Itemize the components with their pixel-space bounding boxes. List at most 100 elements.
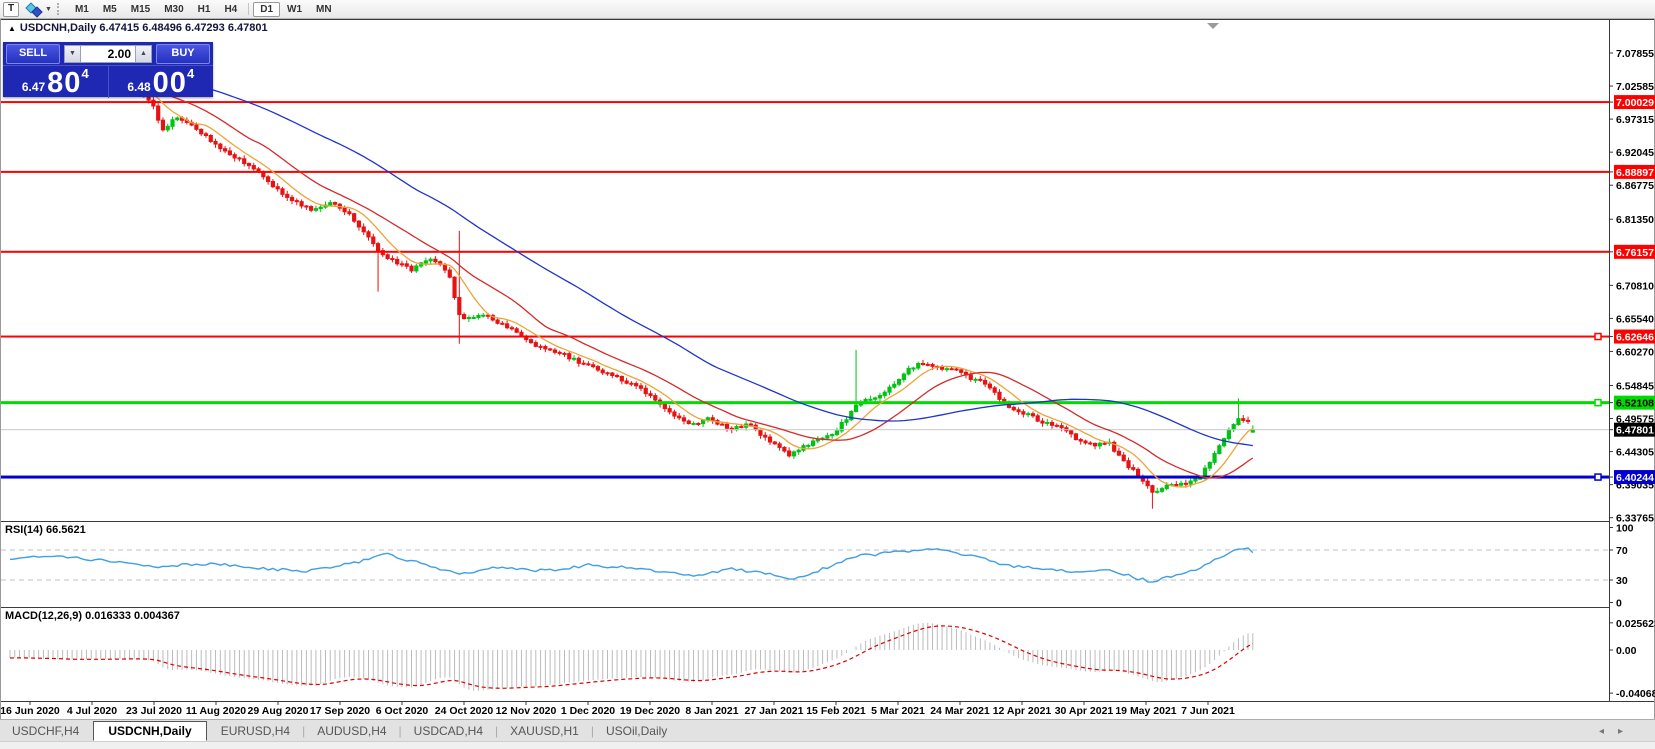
svg-text:12 Nov 2020: 12 Nov 2020 xyxy=(496,705,557,717)
timeframe-button-m15[interactable]: M15 xyxy=(130,3,151,15)
sell-price-sup: 4 xyxy=(81,66,89,81)
svg-text:6.76157: 6.76157 xyxy=(1616,247,1654,259)
tab-usdcad-h4[interactable]: USDCAD,H4 xyxy=(413,724,484,738)
svg-text:15 Feb 2021: 15 Feb 2021 xyxy=(806,705,866,717)
tab-separator: | xyxy=(495,724,499,738)
svg-text:6 Oct 2020: 6 Oct 2020 xyxy=(376,705,429,717)
timeframe-button-d1[interactable]: D1 xyxy=(253,1,281,17)
chart-title: ▲ USDCNH,Daily 6.47415 6.48496 6.47293 6.… xyxy=(8,22,268,34)
svg-text:23 Jul 2020: 23 Jul 2020 xyxy=(126,705,182,717)
svg-text:6.52108: 6.52108 xyxy=(1616,398,1654,410)
svg-text:24 Oct 2020: 24 Oct 2020 xyxy=(435,705,494,717)
sell-price-big: 80 xyxy=(47,67,82,99)
svg-text:6.81350: 6.81350 xyxy=(1616,214,1654,226)
top-toolbar: T ▼ M1 M5 M15 M30 H1 H4 D1 W1 MN xyxy=(0,0,1655,19)
tab-separator: | xyxy=(302,724,306,738)
svg-text:0.025623: 0.025623 xyxy=(1616,618,1655,630)
text-tool-button[interactable]: T xyxy=(3,1,19,17)
one-click-trading-panel: SELL ▼ 2.00 ▲ BUY 6.47 80 4 6.48 00 4 xyxy=(3,42,214,98)
svg-text:0: 0 xyxy=(1616,598,1622,610)
buy-price-small: 6.48 xyxy=(127,80,151,94)
svg-text:11 Aug 2020: 11 Aug 2020 xyxy=(186,705,246,717)
svg-text:19 Dec 2020: 19 Dec 2020 xyxy=(620,705,680,717)
svg-text:17 Sep 2020: 17 Sep 2020 xyxy=(310,705,370,717)
svg-text:30: 30 xyxy=(1616,575,1628,587)
rsi-label: RSI(14) 66.5621 xyxy=(5,524,86,536)
status-bar xyxy=(0,741,1655,749)
tab-audusd-h4[interactable]: AUDUSD,H4 xyxy=(317,724,387,738)
svg-text:6.92045: 6.92045 xyxy=(1616,147,1654,159)
svg-text:6.97315: 6.97315 xyxy=(1616,114,1654,126)
svg-text:6.44305: 6.44305 xyxy=(1616,447,1654,459)
timeframe-button-mn[interactable]: MN xyxy=(316,3,332,15)
svg-text:5 Mar 2021: 5 Mar 2021 xyxy=(871,705,925,717)
chart-ohlc-values: 6.47415 6.48496 6.47293 6.47801 xyxy=(99,22,268,34)
svg-text:6.40244: 6.40244 xyxy=(1616,472,1654,484)
toolbar-grip xyxy=(56,3,63,15)
timeframe-button-h4[interactable]: H4 xyxy=(224,3,238,15)
objects-palette-icon[interactable] xyxy=(25,1,43,18)
svg-text:7.07855: 7.07855 xyxy=(1616,48,1654,60)
volume-increase-button[interactable]: ▲ xyxy=(135,44,152,63)
svg-text:0.00: 0.00 xyxy=(1616,645,1637,657)
sell-button[interactable]: SELL xyxy=(6,43,60,64)
svg-text:4 Jul 2020: 4 Jul 2020 xyxy=(67,705,117,717)
tab-usoil-daily[interactable]: USOil,Daily xyxy=(605,724,668,738)
svg-text:8 Jan 2021: 8 Jan 2021 xyxy=(685,705,738,717)
volume-control: ▼ 2.00 ▲ xyxy=(64,44,152,63)
svg-text:7 Jun 2021: 7 Jun 2021 xyxy=(1181,705,1235,717)
tab-scroll-arrows[interactable]: ◂▸ xyxy=(1598,725,1637,737)
svg-text:100: 100 xyxy=(1616,523,1634,535)
chart-tab-bar: USDCHF,H4 USDCNH,Daily EURUSD,H4 | AUDUSD,H4… xyxy=(0,719,1655,742)
buy-button[interactable]: BUY xyxy=(156,43,210,64)
svg-text:6.70810: 6.70810 xyxy=(1616,280,1654,292)
svg-text:6.86775: 6.86775 xyxy=(1616,180,1654,192)
svg-text:12 Apr 2021: 12 Apr 2021 xyxy=(993,705,1052,717)
timeframe-button-group: M1 M5 M15 M30 H1 H4 D1 W1 MN xyxy=(68,1,339,17)
macd-label: MACD(12,26,9) 0.016333 0.004367 xyxy=(5,610,180,622)
buy-price-big: 00 xyxy=(152,67,187,99)
macd-histogram xyxy=(9,622,1254,691)
svg-text:6.60270: 6.60270 xyxy=(1616,346,1654,358)
svg-text:7.02585: 7.02585 xyxy=(1616,81,1654,93)
volume-input[interactable]: 2.00 xyxy=(81,44,135,63)
svg-text:27 Jan 2021: 27 Jan 2021 xyxy=(745,705,804,717)
chart-symbol-label: USDCNH,Daily xyxy=(19,22,97,34)
svg-text:24 Mar 2021: 24 Mar 2021 xyxy=(930,705,990,717)
volume-decrease-button[interactable]: ▼ xyxy=(64,44,81,63)
svg-text:7.00029: 7.00029 xyxy=(1616,97,1654,109)
tab-usdchf-h4[interactable]: USDCHF,H4 xyxy=(12,724,80,738)
svg-text:6.47801: 6.47801 xyxy=(1616,425,1654,437)
sell-price-small: 6.47 xyxy=(21,80,46,94)
buy-price-display[interactable]: 6.48 00 4 xyxy=(109,66,214,98)
svg-text:-0.040687: -0.040687 xyxy=(1616,688,1655,700)
buy-price-sup: 4 xyxy=(186,66,195,81)
svg-text:6.33765: 6.33765 xyxy=(1616,513,1654,525)
svg-text:6.65540: 6.65540 xyxy=(1616,313,1654,325)
timeframe-button-m5[interactable]: M5 xyxy=(102,3,117,15)
svg-text:29 Aug 2020: 29 Aug 2020 xyxy=(248,705,309,717)
timeframe-button-w1[interactable]: W1 xyxy=(287,3,303,15)
svg-text:6.62646: 6.62646 xyxy=(1616,332,1654,344)
chart-tabs: USDCHF,H4 USDCNH,Daily EURUSD,H4 | AUDUSD,H4… xyxy=(0,721,679,741)
svg-text:6.88897: 6.88897 xyxy=(1616,167,1654,179)
sell-price-display[interactable]: 6.47 80 4 xyxy=(3,66,109,98)
timeframe-button-m1[interactable]: M1 xyxy=(74,3,89,15)
svg-text:30 Apr 2021: 30 Apr 2021 xyxy=(1055,705,1114,717)
timeframe-button-m30[interactable]: M30 xyxy=(164,3,184,15)
svg-text:19 May 2021: 19 May 2021 xyxy=(1115,705,1176,717)
symbol-marker-icon: ▲ xyxy=(8,24,16,33)
tab-usdcnh-daily[interactable]: USDCNH,Daily xyxy=(93,721,207,741)
tab-xauusd-h1[interactable]: XAUUSD,H1 xyxy=(510,724,579,738)
dropdown-caret-icon[interactable]: ▼ xyxy=(45,5,52,13)
tab-separator: | xyxy=(590,724,594,738)
tab-eurusd-h4[interactable]: EURUSD,H4 xyxy=(220,724,291,738)
svg-text:70: 70 xyxy=(1616,545,1628,557)
svg-text:6.54845: 6.54845 xyxy=(1616,380,1654,392)
timeframe-button-h1[interactable]: H1 xyxy=(197,3,211,15)
svg-text:16 Jun 2020: 16 Jun 2020 xyxy=(0,705,60,717)
svg-text:1 Dec 2020: 1 Dec 2020 xyxy=(561,705,615,717)
tab-separator: | xyxy=(398,724,402,738)
